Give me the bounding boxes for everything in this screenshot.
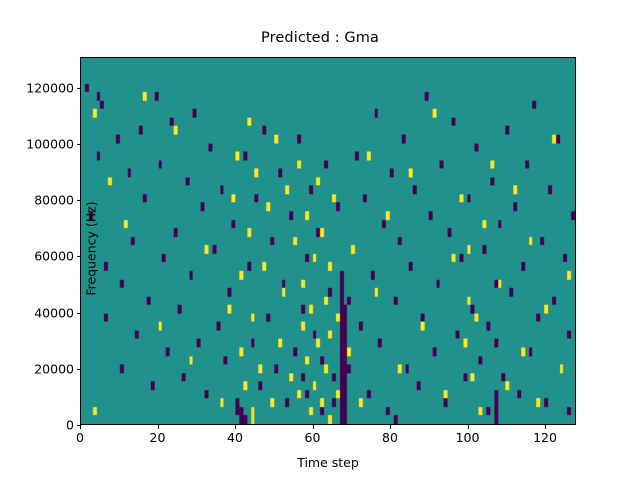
y-tick-mark [76,87,80,89]
x-tick-label: 20 [149,430,166,445]
y-tick-mark [76,425,80,426]
y-axis-label: Frequency (Hz) [83,201,99,296]
x-tick-mark [390,425,391,429]
spectrogram-heatmap [81,58,575,424]
y-tick-label: 0 [66,417,74,433]
y-tick-mark [76,200,80,202]
x-tick-mark [235,425,236,429]
y-tick-label: 120000 [26,80,74,96]
y-tick-mark [76,144,80,146]
x-tick-mark [467,425,469,429]
x-tick-mark [312,425,314,429]
y-tick-mark [76,368,80,370]
page-title: Predicted : Gma [261,30,379,46]
x-tick-mark [80,425,81,429]
x-tick-label: 80 [382,430,398,445]
y-tick-mark [76,256,80,258]
x-tick-label: 40 [227,430,243,445]
y-tick-label: 100000 [26,136,74,152]
x-axis-label: Time step [297,455,359,470]
x-tick-mark [157,425,159,429]
x-tick-label: 120 [533,430,557,445]
x-tick-label: 100 [455,430,480,445]
x-tick-label: 60 [304,430,321,445]
y-tick-label: 60000 [34,248,74,264]
y-tick-label: 40000 [34,305,74,321]
x-tick-label: 0 [76,430,84,445]
x-tick-mark [545,425,546,429]
heatmap-axes [80,57,576,425]
y-tick-label: 20000 [34,361,74,377]
y-tick-mark [76,312,80,314]
y-tick-label: 80000 [34,192,74,208]
